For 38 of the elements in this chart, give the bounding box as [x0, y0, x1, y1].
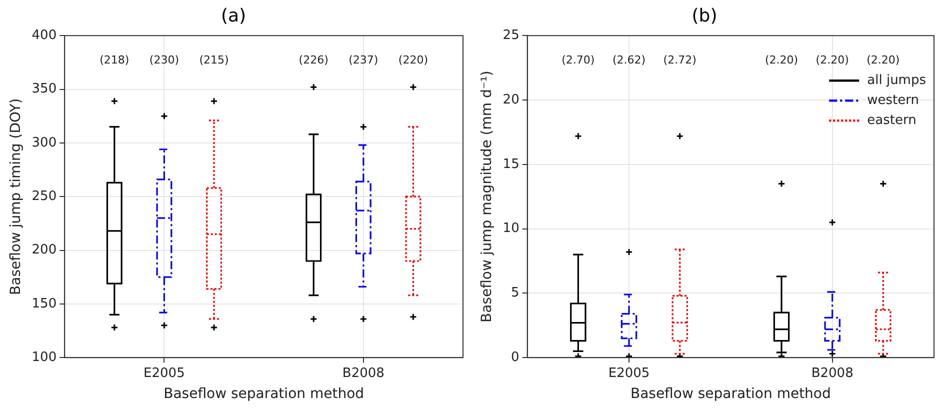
x-tick-label: E2005 — [144, 366, 185, 381]
y-tick-label: 15 — [502, 156, 520, 172]
text: (218) — [100, 54, 130, 67]
y-tick-label: 100 — [32, 350, 57, 365]
chart-title: (b) — [692, 5, 718, 26]
y-tick-label: 250 — [32, 188, 57, 204]
legend-label: western — [867, 92, 919, 108]
y-tick-label: 5 — [511, 286, 520, 301]
x-axis-title: Baseflow separation method — [164, 386, 364, 402]
y-tick-label: 300 — [32, 135, 57, 150]
x-axis-title: Baseflow separation method — [630, 386, 831, 402]
legend-label: all jumps — [867, 72, 926, 88]
y-axis-title: Baseflow jump magnitude (mm d⁻¹) — [479, 70, 496, 323]
text: (2.72) — [663, 54, 696, 67]
text: (215) — [199, 54, 229, 67]
y-tick-label: 200 — [32, 242, 57, 258]
x-tick-label: B2008 — [342, 366, 384, 381]
text: (2.70) — [562, 54, 595, 67]
x-tick-label: B2008 — [811, 366, 854, 381]
chart-title: (a) — [220, 5, 246, 26]
text: (237) — [348, 54, 378, 67]
text: (2.20) — [764, 54, 798, 67]
text: (230) — [149, 54, 180, 67]
y-tick-label: 400 — [32, 28, 57, 43]
y-tick-label: 25 — [502, 28, 520, 43]
text: (220) — [398, 54, 428, 67]
text: (2.62) — [612, 54, 646, 67]
x-tick-label: E2005 — [608, 366, 650, 381]
y-tick-label: 150 — [32, 296, 57, 312]
y-tick-label: 10 — [502, 221, 520, 236]
y-axis-title: Baseflow jump timing (DOY) — [8, 98, 24, 295]
y-tick-label: 20 — [502, 92, 520, 108]
legend-label: eastern — [867, 112, 916, 128]
y-tick-label: 0 — [511, 350, 520, 365]
text: (2.20) — [866, 54, 900, 67]
text: (2.20) — [816, 54, 849, 67]
y-tick-label: 350 — [32, 82, 57, 97]
text: (226) — [298, 54, 328, 67]
